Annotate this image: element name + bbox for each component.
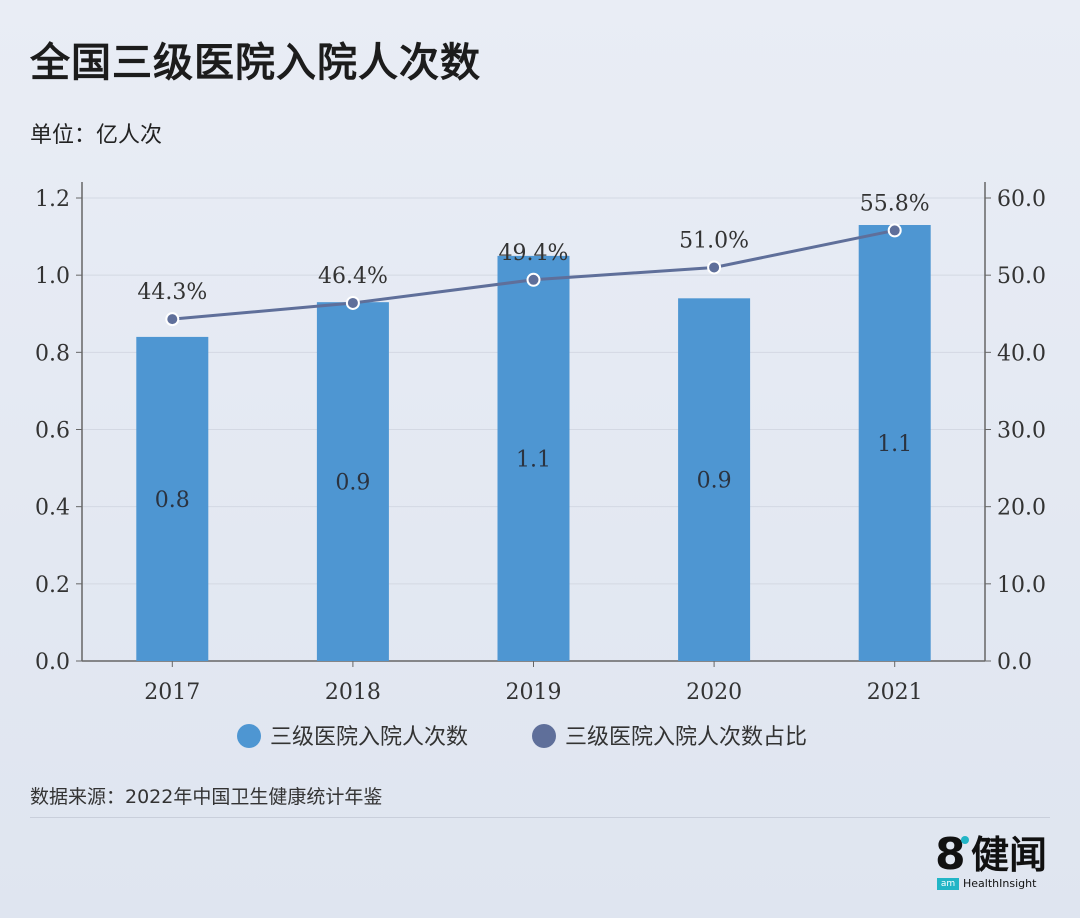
x-tick-label: 2018	[325, 680, 381, 705]
bar-value-label: 1.1	[877, 432, 912, 457]
y-left-tick-label: 0.4	[35, 496, 70, 521]
logo-dot-icon	[961, 836, 969, 844]
y-right-tick-label: 50.0	[997, 264, 1046, 289]
x-tick-label: 2020	[686, 680, 742, 705]
bar	[316, 302, 389, 661]
y-left-tick-label: 1.0	[35, 264, 70, 289]
divider	[30, 817, 1050, 818]
y-left-tick-label: 1.2	[35, 187, 70, 212]
bar	[136, 336, 209, 661]
bar-value-label: 0.9	[335, 471, 370, 496]
logo: 8 健闻 am HealthInsight	[935, 832, 1055, 892]
ratio-point	[165, 312, 180, 327]
ratio-value-label: 44.3%	[137, 280, 207, 305]
y-left-tick-label: 0.6	[35, 419, 70, 444]
x-tick-label: 2019	[506, 680, 562, 705]
logo-name: 健闻	[971, 833, 1048, 877]
ratio-value-label: 51.0%	[679, 228, 749, 253]
legend-bar-label: 三级医院入院人次数	[270, 725, 468, 750]
y-left-tick-label: 0.0	[35, 650, 70, 675]
y-right-tick-label: 40.0	[997, 341, 1046, 366]
ratio-point	[526, 272, 541, 287]
bar-value-label: 0.8	[155, 488, 190, 513]
bar	[497, 255, 570, 661]
y-left-tick-label: 0.2	[35, 573, 70, 598]
page-title: 全国三级医院入院人次数	[30, 40, 481, 86]
ratio-point	[887, 223, 902, 238]
y-right-tick-label: 30.0	[997, 419, 1046, 444]
unit-label: 单位：亿人次	[30, 123, 163, 148]
legend-line-marker	[532, 724, 556, 748]
bar-value-label: 1.1	[516, 447, 551, 472]
ratio-value-label: 55.8%	[860, 191, 930, 216]
y-right-tick-label: 60.0	[997, 187, 1046, 212]
ratio-point	[707, 260, 722, 275]
x-tick-label: 2021	[867, 680, 923, 705]
ratio-point	[345, 295, 360, 310]
ratio-value-label: 46.4%	[318, 264, 388, 289]
ratio-value-label: 49.4%	[499, 241, 569, 266]
legend-bar-marker	[237, 724, 261, 748]
chart: 0.0 0.2 0.4 0.6 0.8 1.0 1.2 0.0 10.0 20.0 30.0 40.0…	[35, 182, 1046, 750]
logo-am-badge: am	[937, 878, 959, 890]
y-left-tick-label: 0.8	[35, 341, 70, 366]
x-tick-label: 2017	[144, 680, 200, 705]
bar	[678, 298, 751, 661]
y-right-tick-label: 10.0	[997, 573, 1046, 598]
legend-line-label: 三级医院入院人次数占比	[565, 725, 807, 750]
bar	[858, 225, 931, 661]
bar-value-label: 0.9	[697, 469, 732, 494]
logo-eight: 8	[935, 829, 966, 880]
logo-subtitle: HealthInsight	[963, 877, 1037, 890]
source-note: 数据来源：2022年中国卫生健康统计年鉴	[30, 786, 383, 808]
y-right-tick-label: 0.0	[997, 650, 1032, 675]
y-right-tick-label: 20.0	[997, 496, 1046, 521]
